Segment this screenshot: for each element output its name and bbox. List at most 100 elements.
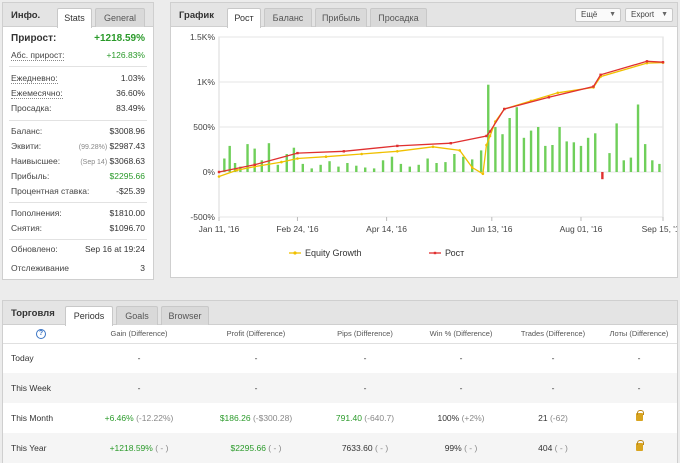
equity-point	[485, 143, 488, 147]
divider	[9, 202, 147, 203]
question-icon[interactable]: ?	[36, 329, 46, 340]
bar	[426, 158, 429, 172]
bar	[586, 137, 590, 172]
growth-point	[488, 130, 492, 133]
legend-equity-label: Equity Growth	[305, 248, 362, 258]
tab-stats[interactable]: Stats	[57, 8, 92, 28]
deposits-value: $1810.00	[109, 208, 145, 218]
bar	[444, 162, 447, 172]
bar	[479, 150, 483, 172]
periods-table: ? Gain (Difference) Profit (Difference) …	[3, 325, 677, 463]
bar	[417, 164, 420, 172]
tab-balance[interactable]: Баланс	[264, 8, 312, 27]
updated-row: Обновлено: Sep 16 at 19:24	[11, 244, 145, 258]
chevron-down-icon: ▼	[609, 11, 616, 18]
trades-value: 21	[538, 413, 548, 423]
tab-profit[interactable]: Прибыль	[315, 8, 367, 27]
y-tick-label: -500%	[190, 212, 215, 222]
bar	[399, 163, 403, 172]
trading-panel: Торговля Periods Goals Browser ? Gain (D…	[2, 300, 678, 463]
divider	[9, 120, 147, 121]
balance-label: Баланс:	[11, 126, 43, 136]
gain-cell: -	[79, 373, 199, 403]
trades-value: 404	[538, 443, 553, 453]
table-row: This Week - - - - - -	[3, 373, 677, 403]
info-title: Инфо.	[11, 10, 41, 21]
tab-goals[interactable]: Goals	[116, 306, 158, 325]
bar	[501, 134, 504, 172]
gain-value: +1218.59%	[109, 443, 153, 453]
highest-row: Наивысшее: (Sep 14) $3068.63	[11, 156, 145, 170]
tracking-value: 3	[140, 263, 145, 273]
bar	[536, 127, 540, 172]
bar	[651, 160, 654, 172]
win-diff: (+2%)	[461, 413, 485, 423]
info-tabbar: Инфо. Stats General	[3, 3, 153, 28]
legend-growth-label: Рост	[445, 248, 464, 258]
bar	[233, 163, 237, 172]
bar	[608, 153, 611, 172]
y-tick-label: 1K%	[197, 77, 215, 87]
profit-diff: ( - )	[268, 443, 282, 453]
header-win: Win % (Difference)	[417, 325, 505, 344]
x-tick-label: Apr 14, '16	[366, 224, 407, 234]
trades-cell: -	[551, 353, 555, 364]
equity-point	[296, 157, 299, 160]
tab-general[interactable]: General	[95, 8, 145, 27]
x-tick-label: Jan 11, '16	[199, 224, 240, 234]
equity-point	[280, 160, 283, 164]
more-dropdown[interactable]: Ещё ▼	[575, 8, 621, 22]
monthly-label[interactable]: Ежемесячно:	[11, 88, 63, 99]
export-dropdown[interactable]: Export ▼	[625, 8, 673, 22]
tracking-row: Отслеживание 3	[11, 263, 145, 277]
bar	[328, 161, 331, 172]
equity-point	[488, 134, 492, 138]
more-label: Ещё	[581, 10, 598, 19]
growth-point	[296, 151, 299, 155]
pips-value: 7633.60	[341, 443, 373, 453]
bar	[390, 156, 394, 172]
trades-cell: 404 ( - )	[505, 433, 601, 463]
tab-periods[interactable]: Periods	[65, 306, 113, 326]
legend-equity-marker	[293, 251, 297, 255]
bar	[435, 163, 438, 172]
win-cell: -	[417, 373, 505, 403]
bar	[267, 143, 271, 172]
equity-point	[470, 166, 474, 169]
bar	[572, 142, 576, 172]
x-tick-label: Sep 15, '16	[642, 224, 677, 234]
profit-cell: $2295.66 ( - )	[199, 433, 313, 463]
bar	[515, 107, 518, 172]
daily-label[interactable]: Ежедневно:	[11, 73, 58, 84]
tab-growth[interactable]: Рост	[227, 8, 261, 28]
drawdown-row: Просадка: 83.49%	[11, 103, 145, 117]
y-tick-label: 0%	[203, 167, 216, 177]
balance-row: Баланс: $3008.96	[11, 126, 145, 140]
bar	[346, 163, 349, 172]
growth-point	[599, 73, 602, 76]
tab-browser[interactable]: Browser	[161, 306, 209, 325]
growth-point	[645, 60, 649, 63]
bar	[544, 145, 547, 172]
y-tick-label: 500%	[193, 122, 215, 132]
header-profit: Profit (Difference)	[199, 325, 313, 344]
bar	[337, 166, 340, 172]
period-label: This Month	[11, 413, 54, 423]
bar	[228, 145, 231, 172]
equity-percent: (99.28%)	[78, 144, 108, 151]
equity-point	[556, 91, 560, 95]
equity-point	[324, 155, 328, 158]
abs-growth-label[interactable]: Абс. прирост:	[11, 50, 65, 61]
profit-value: $2295.66	[230, 443, 266, 453]
divider	[9, 66, 147, 67]
win-cell: -	[459, 353, 463, 364]
win-cell: 99% ( - )	[417, 433, 505, 463]
header-lots: Лоты (Difference)	[601, 325, 677, 344]
chart-panel: График Рост Баланс Прибыль Просадка Ещё …	[170, 2, 678, 278]
lock-icon	[635, 410, 644, 421]
chevron-down-icon: ▼	[661, 11, 668, 18]
profit-row: Прибыль: $2295.66	[11, 171, 145, 185]
tab-drawdown[interactable]: Просадка	[370, 8, 427, 27]
bar	[223, 158, 226, 172]
divider	[9, 239, 147, 240]
